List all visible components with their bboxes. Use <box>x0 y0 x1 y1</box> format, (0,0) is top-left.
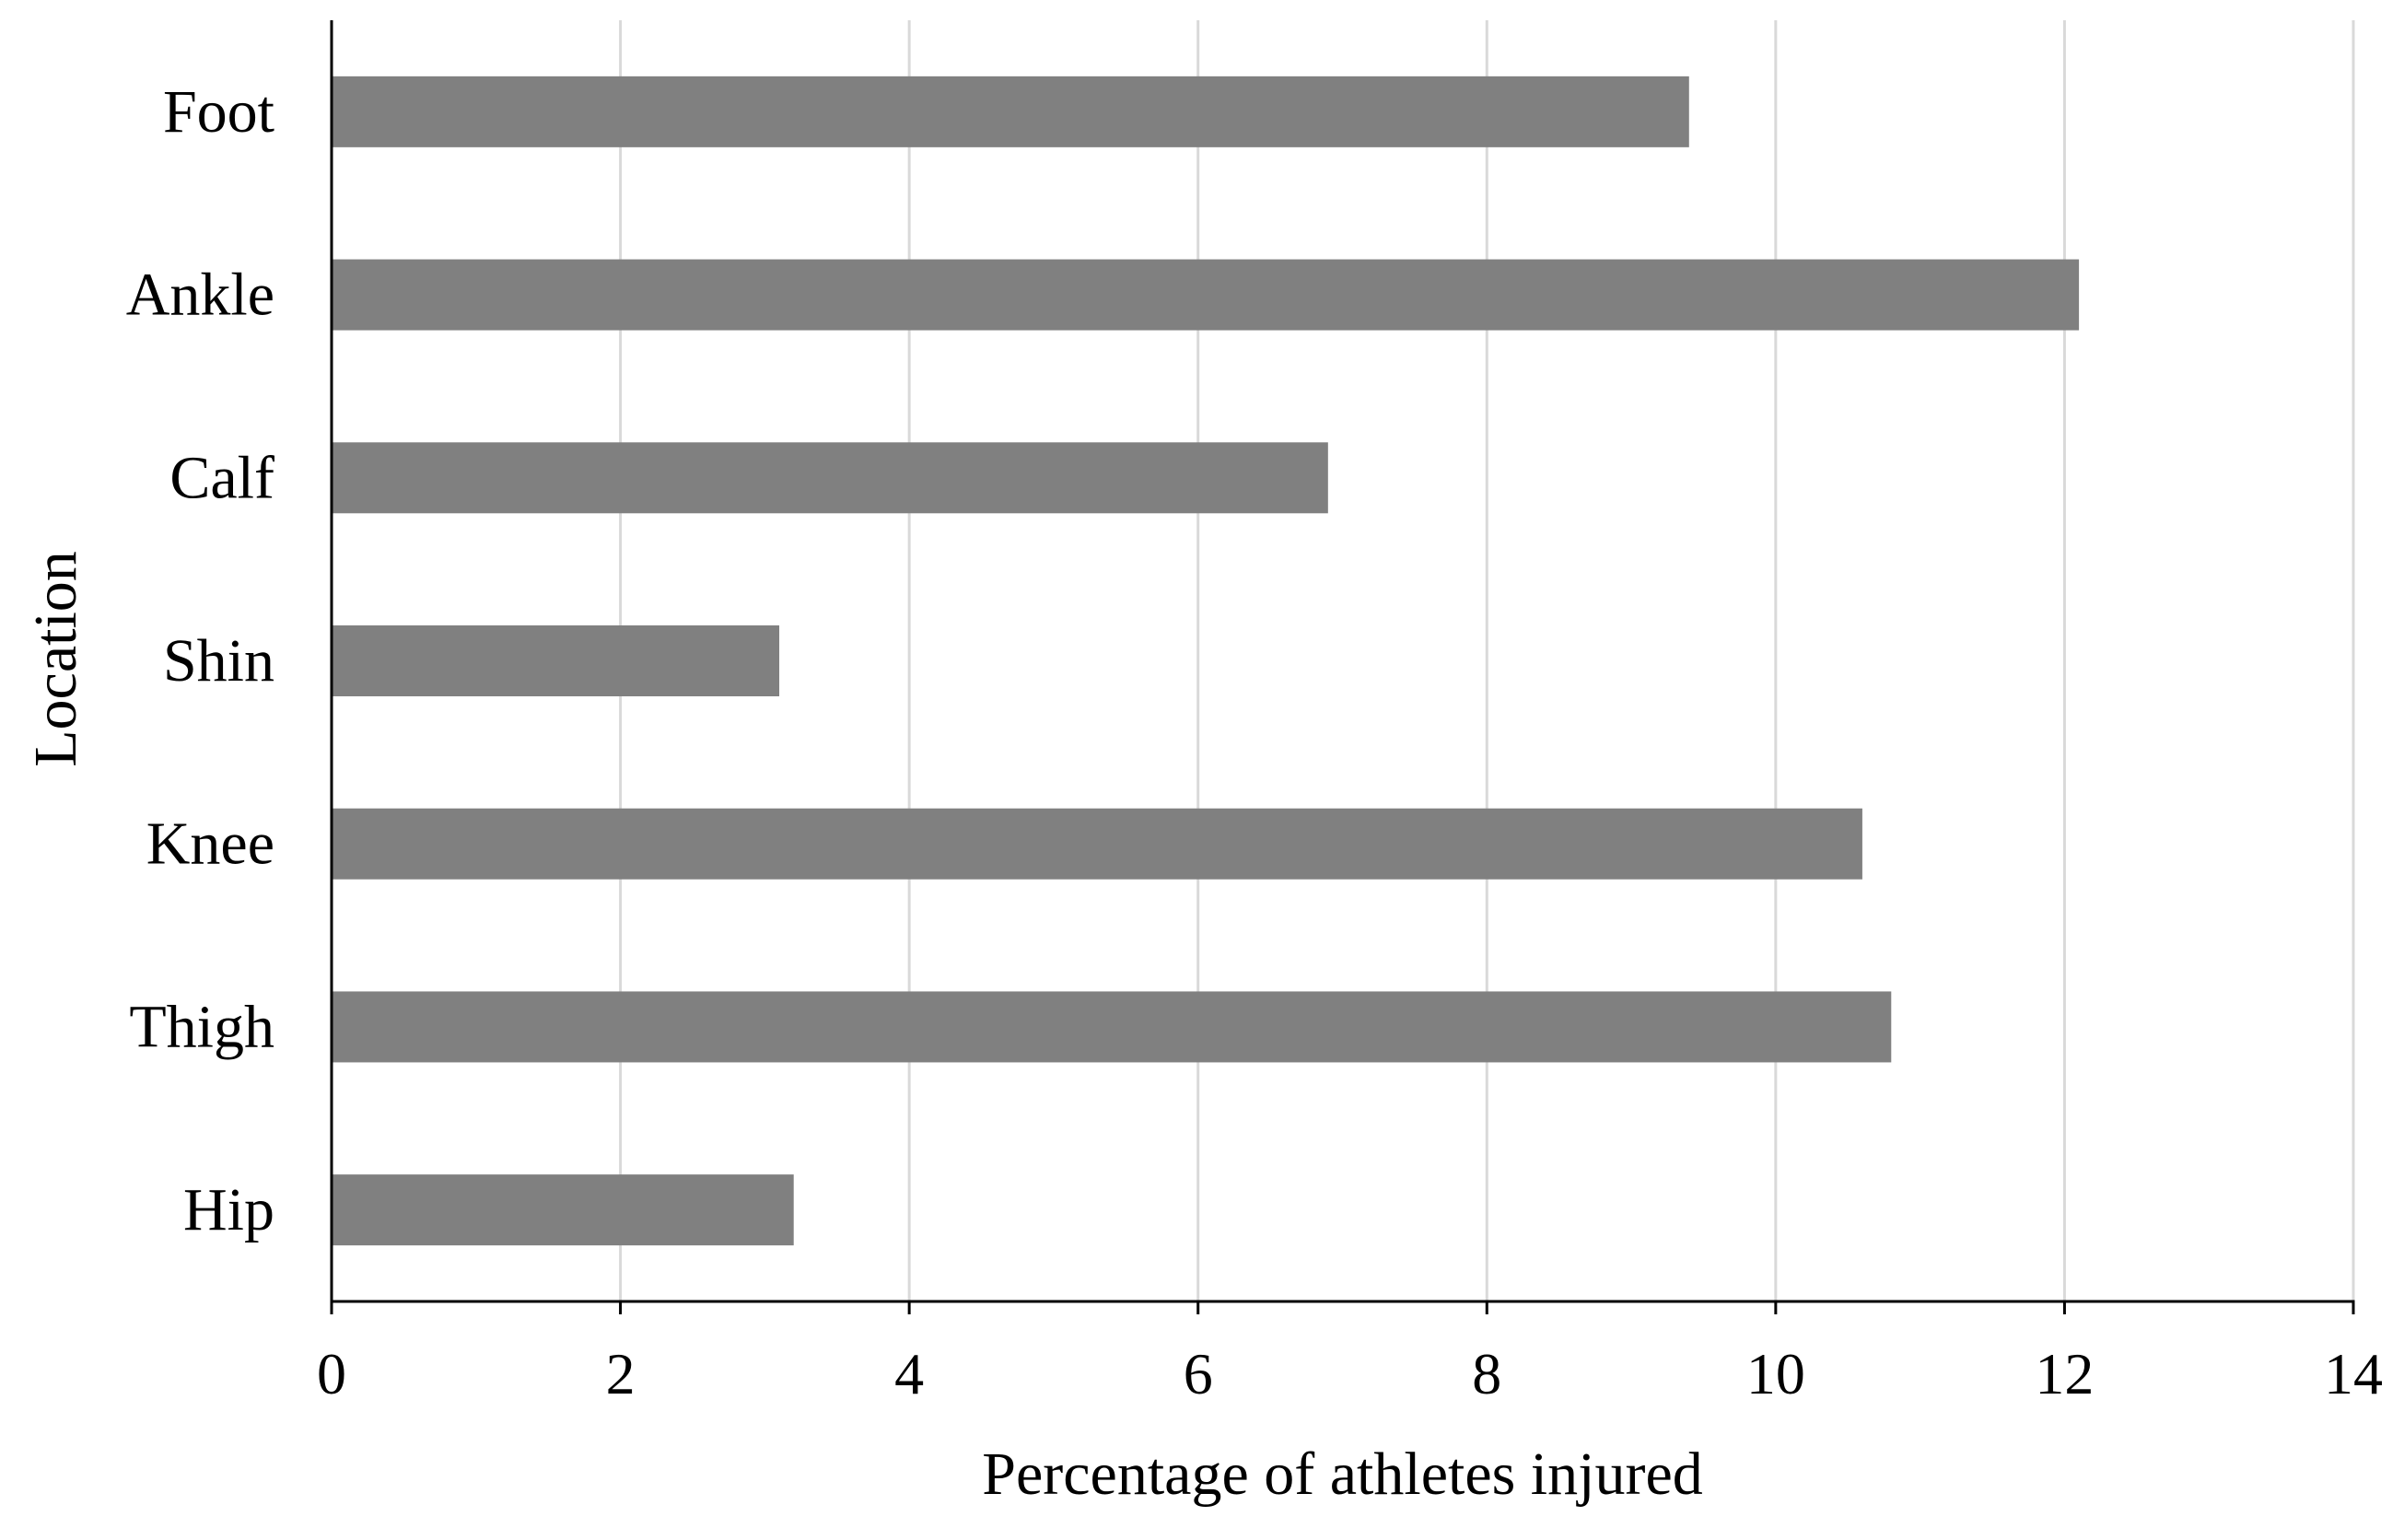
bar-ankle <box>332 259 2080 331</box>
y-tick-label-thigh: Thigh <box>129 993 274 1060</box>
x-tick-label-14: 14 <box>2324 1341 2383 1406</box>
x-tick-label-2: 2 <box>606 1341 636 1406</box>
x-tick-label-4: 4 <box>894 1341 924 1406</box>
bar-shin <box>332 625 780 696</box>
y-tick-label-calf: Calf <box>169 444 274 511</box>
y-tick-label-shin: Shin <box>163 627 274 694</box>
x-axis-title: Percentage of athletes injured <box>982 1441 1703 1508</box>
y-tick-label-hip: Hip <box>183 1176 274 1243</box>
axes <box>330 20 2355 1314</box>
tick-labels: Foot Ankle Calf Shin Knee Thigh Hip 0 2 4 6 8 10 12 14 <box>126 78 2383 1406</box>
y-axis-title: Location <box>22 551 89 767</box>
x-tick-label-10: 10 <box>1746 1341 1805 1406</box>
bar-knee <box>332 808 1862 880</box>
gridlines <box>619 20 2355 1301</box>
bars <box>332 76 2080 1246</box>
y-tick-label-ankle: Ankle <box>126 262 274 329</box>
bar-foot <box>332 76 1689 147</box>
x-tick-label-8: 8 <box>1472 1341 1501 1406</box>
y-tick-label-knee: Knee <box>146 811 274 878</box>
bar-calf <box>332 442 1328 514</box>
bar-hip <box>332 1174 794 1246</box>
x-tick-label-0: 0 <box>317 1341 346 1406</box>
y-tick-label-foot: Foot <box>163 78 274 146</box>
bar-thigh <box>332 991 1892 1063</box>
axis-labels: Percentage of athletes injured Location <box>22 551 1703 1508</box>
x-tick-label-6: 6 <box>1184 1341 1213 1406</box>
x-tick-label-12: 12 <box>2035 1341 2094 1406</box>
